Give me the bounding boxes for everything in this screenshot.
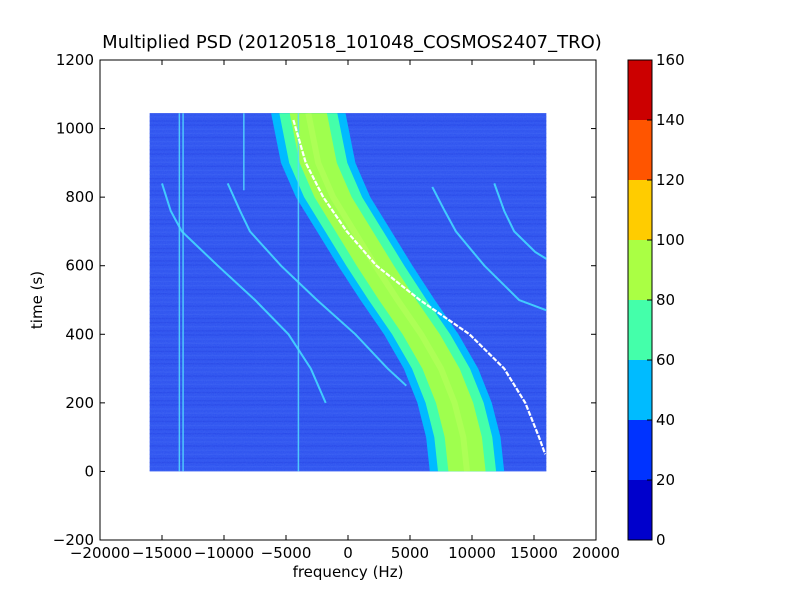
y-tick-label: 1000 xyxy=(56,120,94,138)
heatmap-image xyxy=(149,113,547,472)
x-tick-label: 0 xyxy=(343,544,353,562)
y-tick-label: 800 xyxy=(65,188,94,206)
plot-area: −20000 −15000 −10000 −5000 0 5000 10000 15000 20… xyxy=(53,51,620,562)
x-tick-label: −15000 xyxy=(132,544,192,562)
psd-band-level-3 xyxy=(289,113,486,472)
colorbar-segment xyxy=(628,420,652,480)
heatmap-data xyxy=(149,113,547,472)
colorbar-segment xyxy=(628,120,652,180)
colorbar-tick-label: 160 xyxy=(656,51,685,69)
colorbar-tick-label: 80 xyxy=(656,291,675,309)
x-tick-label: 15000 xyxy=(510,544,558,562)
colorbar-segment xyxy=(628,480,652,540)
faint-trace-1 xyxy=(161,183,327,404)
colorbar-segment xyxy=(628,300,652,360)
y-tick-label: 400 xyxy=(65,325,94,343)
doppler-curve xyxy=(292,119,547,455)
x-tick-label: −5000 xyxy=(261,544,312,562)
y-axis-label: time (s) xyxy=(28,271,46,329)
y-tick-label: 200 xyxy=(65,394,94,412)
faint-trace-3 xyxy=(431,186,547,312)
chart-title: Multiplied PSD (20120518_101048_COSMOS24… xyxy=(102,32,602,53)
colorbar-segment xyxy=(628,360,652,420)
x-tick-label: 5000 xyxy=(391,544,429,562)
colorbar-tick-label: 60 xyxy=(656,351,675,369)
colorbar-tick-label: 100 xyxy=(656,231,685,249)
colorbar-segment xyxy=(628,240,652,300)
colorbar: 0 20 40 60 80 100 120 140 160 xyxy=(627,51,685,549)
colorbar-tick-label: 20 xyxy=(656,471,675,489)
x-tick-label: −10000 xyxy=(194,544,254,562)
faint-trace-4 xyxy=(493,183,547,260)
x-tick-label: 10000 xyxy=(448,544,496,562)
colorbar-segment xyxy=(628,180,652,240)
x-axis-label: frequency (Hz) xyxy=(293,563,404,581)
y-axis-ticks: −200 0 200 400 600 800 1000 1200 xyxy=(53,51,596,549)
x-axis-ticks: −20000 −15000 −10000 −5000 0 5000 10000 15000 20… xyxy=(70,60,620,562)
colorbar-tick-label: 140 xyxy=(656,111,685,129)
colorbar-tick-label: 120 xyxy=(656,171,685,189)
y-tick-label: 600 xyxy=(65,257,94,275)
x-tick-label: 20000 xyxy=(572,544,620,562)
y-tick-label: −200 xyxy=(53,531,94,549)
colorbar-tick-label: 40 xyxy=(656,411,675,429)
y-tick-label: 1200 xyxy=(56,51,94,69)
x-tick-label: −20000 xyxy=(70,544,130,562)
colorbar-segment xyxy=(628,60,652,120)
colorbar-tick-label: 0 xyxy=(656,531,666,549)
y-tick-label: 0 xyxy=(84,462,94,480)
psd-band-core xyxy=(305,113,470,472)
